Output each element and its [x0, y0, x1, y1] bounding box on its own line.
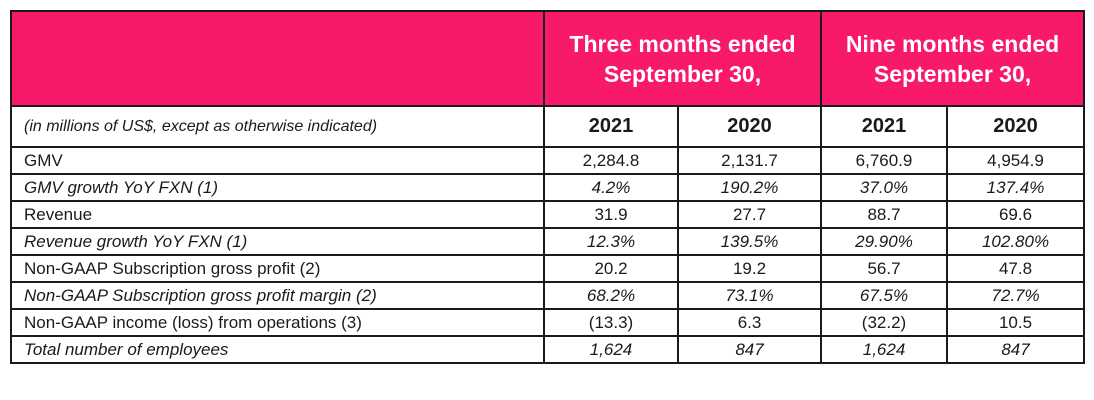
three-months-header-line2: September 30,	[603, 60, 762, 87]
row-label: Non-GAAP Subscription gross profit (2)	[10, 254, 545, 283]
cell-value: 102.80%	[946, 227, 1086, 256]
cell-value: (32.2)	[820, 308, 949, 337]
cell-value: (13.3)	[543, 308, 679, 337]
cell-value: 47.8	[946, 254, 1086, 283]
header-blank-cell	[10, 10, 545, 107]
cell-value: 73.1%	[676, 281, 823, 310]
cell-value: 139.5%	[676, 227, 823, 256]
cell-value: 67.5%	[820, 281, 949, 310]
year-row: (in millions of US$, except as otherwise…	[10, 105, 1086, 148]
row-label: Total number of employees	[10, 335, 545, 364]
row-label: GMV	[10, 146, 545, 175]
row-label: GMV growth YoY FXN (1)	[10, 173, 545, 202]
cell-value: 19.2	[676, 254, 823, 283]
row-label: Non-GAAP Subscription gross profit margi…	[10, 281, 545, 310]
cell-value: 137.4%	[946, 173, 1086, 202]
row-label: Revenue	[10, 200, 545, 229]
cell-value: 10.5	[946, 308, 1086, 337]
year-three-months-2021: 2021	[543, 105, 679, 148]
cell-value: 6,760.9	[820, 146, 949, 175]
cell-value: 4.2%	[543, 173, 679, 202]
cell-value: 4,954.9	[946, 146, 1086, 175]
cell-value: 88.7	[820, 200, 949, 229]
table-row-employees: Total number of employees 1,624 847 1,62…	[10, 335, 1086, 364]
table-row-income-from-operations: Non-GAAP income (loss) from operations (…	[10, 308, 1086, 337]
cell-value: 847	[676, 335, 823, 364]
table-row-subscription-gross-profit: Non-GAAP Subscription gross profit (2) 2…	[10, 254, 1086, 283]
cell-value: 1,624	[820, 335, 949, 364]
cell-value: 69.6	[946, 200, 1086, 229]
year-nine-months-2021: 2021	[820, 105, 949, 148]
cell-value: 31.9	[543, 200, 679, 229]
nine-months-header: Nine months ended September 30,	[820, 10, 1086, 107]
cell-value: 20.2	[543, 254, 679, 283]
financial-table: Three months ended September 30, Nine mo…	[10, 10, 1086, 364]
cell-value: 190.2%	[676, 173, 823, 202]
row-label: Revenue growth YoY FXN (1)	[10, 227, 545, 256]
cell-value: 56.7	[820, 254, 949, 283]
cell-value: 72.7%	[946, 281, 1086, 310]
cell-value: 37.0%	[820, 173, 949, 202]
table-row-gmv: GMV 2,284.8 2,131.7 6,760.9 4,954.9	[10, 146, 1086, 175]
three-months-header-line1: Three months ended	[569, 30, 796, 57]
table-row-subscription-gross-margin: Non-GAAP Subscription gross profit margi…	[10, 281, 1086, 310]
nine-months-header-line2: September 30,	[873, 60, 1032, 87]
nine-months-header-line1: Nine months ended	[845, 30, 1060, 57]
three-months-header: Three months ended September 30,	[542, 10, 823, 107]
table-row-revenue: Revenue 31.9 27.7 88.7 69.6	[10, 200, 1086, 229]
cell-value: 2,131.7	[676, 146, 823, 175]
cell-value: 27.7	[676, 200, 823, 229]
header-row: Three months ended September 30, Nine mo…	[10, 10, 1086, 107]
cell-value: 1,624	[543, 335, 679, 364]
units-note: (in millions of US$, except as otherwise…	[10, 105, 545, 148]
cell-value: 68.2%	[543, 281, 679, 310]
cell-value: 847	[946, 335, 1086, 364]
cell-value: 29.90%	[820, 227, 949, 256]
cell-value: 2,284.8	[543, 146, 679, 175]
year-nine-months-2020: 2020	[946, 105, 1086, 148]
cell-value: 12.3%	[543, 227, 679, 256]
table-row-revenue-growth: Revenue growth YoY FXN (1) 12.3% 139.5% …	[10, 227, 1086, 256]
table-row-gmv-growth: GMV growth YoY FXN (1) 4.2% 190.2% 37.0%…	[10, 173, 1086, 202]
row-label: Non-GAAP income (loss) from operations (…	[10, 308, 545, 337]
cell-value: 6.3	[676, 308, 823, 337]
year-three-months-2020: 2020	[676, 105, 823, 148]
